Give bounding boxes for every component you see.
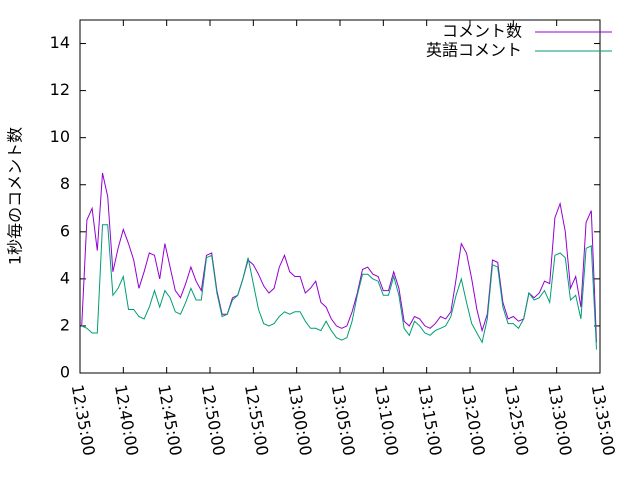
x-tick-label: 13:35:00 [588, 383, 619, 457]
series-line [81, 224, 597, 350]
x-tick-label: 12:50:00 [198, 383, 229, 457]
y-tick-label: 8 [60, 174, 70, 193]
y-tick-label: 4 [60, 268, 70, 287]
x-tick-label: 12:40:00 [111, 383, 142, 457]
x-tick-label: 13:20:00 [458, 383, 489, 457]
x-tick-label: 13:10:00 [371, 383, 402, 457]
x-tick-label: 13:05:00 [328, 383, 359, 457]
x-tick-label: 13:25:00 [501, 383, 532, 457]
y-tick-label: 6 [60, 221, 70, 240]
x-tick-label: 13:30:00 [544, 383, 575, 457]
legend-label: 英語コメント [426, 41, 522, 60]
y-axis-label: 1秒毎のコメント数 [6, 127, 25, 265]
x-tick-label: 12:45:00 [154, 383, 185, 457]
y-tick-label: 10 [50, 127, 70, 146]
series-line [81, 172, 597, 343]
y-tick-label: 0 [60, 363, 70, 382]
y-tick-label: 2 [60, 315, 70, 334]
x-tick-label: 12:55:00 [241, 383, 272, 457]
y-tick-label: 14 [50, 33, 70, 52]
y-tick-label: 12 [50, 80, 70, 99]
x-tick-label: 12:35:00 [68, 383, 99, 457]
legend-label: コメント数 [442, 22, 522, 41]
x-tick-label: 13:00:00 [284, 383, 315, 457]
x-tick-label: 13:15:00 [414, 383, 445, 457]
